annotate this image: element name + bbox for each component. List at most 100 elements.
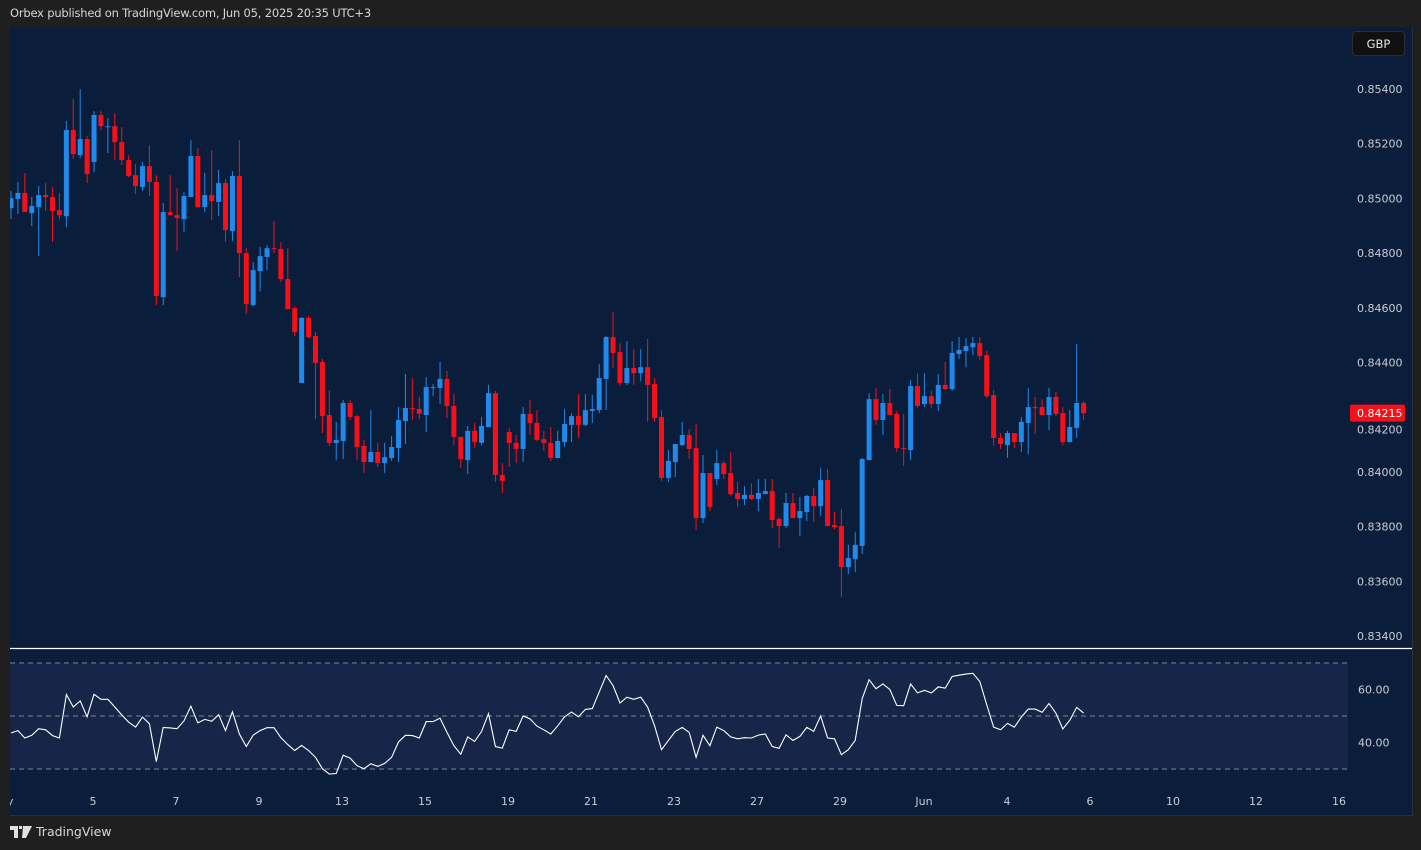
candle-up	[866, 393, 872, 461]
candle-up	[818, 468, 824, 516]
candle-down	[43, 183, 49, 211]
time-tick-label: 29	[833, 795, 847, 808]
candle-up	[402, 373, 408, 445]
candle-body	[811, 495, 817, 507]
candle-down	[610, 311, 616, 368]
candle-down	[223, 178, 229, 242]
candle-up	[555, 430, 561, 458]
candle-up	[679, 421, 685, 446]
candle-down	[167, 175, 173, 216]
candle-body	[742, 494, 748, 499]
candle-down	[831, 512, 837, 530]
candle-down	[928, 390, 934, 408]
candle-body	[382, 457, 388, 464]
candle-body	[873, 399, 879, 420]
candle-down	[472, 422, 478, 449]
time-tick-label: 12	[1249, 795, 1263, 808]
candle-down	[1011, 433, 1017, 449]
candle-down	[70, 99, 76, 160]
candle-down	[873, 387, 879, 425]
price-tick-label: 0.85200	[1357, 138, 1403, 151]
candle-body	[1025, 407, 1031, 423]
candle-down	[1032, 396, 1038, 434]
candle-body	[818, 480, 824, 507]
candle-body	[707, 472, 713, 507]
rsi-pane: 60.00 40.00	[10, 662, 1390, 775]
candle-down	[735, 482, 741, 507]
candle-body	[56, 210, 62, 216]
tradingview-logo-icon	[10, 825, 32, 838]
price-axis[interactable]: 0.85400 0.85200 0.85000 0.84800 0.84600 0.844…	[1357, 83, 1403, 643]
candle-down	[790, 492, 796, 519]
candle-body	[603, 337, 609, 379]
time-tick-label: 15	[418, 795, 432, 808]
candle-up	[160, 203, 166, 306]
candle-body	[257, 256, 263, 272]
candle-body	[658, 416, 664, 478]
candle-up	[582, 393, 588, 426]
candle-body	[942, 384, 948, 390]
candle-body	[105, 126, 111, 128]
candle-body	[146, 166, 152, 182]
time-tick-label: May	[0, 795, 14, 808]
candle-down	[444, 370, 450, 419]
candle-body	[77, 139, 83, 156]
candle-down	[1060, 407, 1066, 446]
candle-down	[361, 439, 367, 473]
candle-body	[174, 215, 180, 219]
candle-up	[382, 442, 388, 473]
candle-body	[984, 355, 990, 397]
candle-down	[769, 479, 775, 528]
candle-body	[776, 518, 782, 527]
candle-up	[797, 497, 803, 537]
price-tick-label: 0.84800	[1357, 247, 1403, 260]
price-tick-label: 0.83800	[1357, 521, 1403, 534]
currency-button[interactable]: GBP	[1352, 31, 1405, 56]
price-tick-label: 0.83600	[1357, 575, 1403, 588]
candle-down	[312, 332, 318, 420]
time-tick-label: 7	[173, 795, 180, 808]
candle-body	[167, 212, 173, 216]
candle-body	[1067, 427, 1073, 443]
candle-body	[728, 472, 734, 495]
candle-body	[188, 156, 194, 198]
candle-up	[755, 479, 761, 512]
candle-up	[852, 532, 858, 573]
candle-body	[887, 402, 893, 416]
candle-down	[811, 488, 817, 522]
candle-body	[229, 175, 235, 232]
candle-down	[278, 242, 284, 283]
candle-body	[894, 413, 900, 449]
candle-body	[153, 181, 159, 297]
time-tick-label: 21	[584, 795, 598, 808]
last-price-marker: 0.84215	[1350, 404, 1405, 422]
candle-up	[908, 380, 914, 461]
candle-down	[748, 483, 754, 501]
candle-body	[555, 440, 561, 458]
candle-down	[887, 389, 893, 416]
candle-body	[354, 416, 360, 448]
candle-body	[665, 460, 671, 478]
candle-up	[188, 140, 194, 198]
candle-body	[292, 308, 298, 333]
candle-up	[1025, 387, 1031, 455]
candle-body	[700, 472, 706, 519]
candle-body	[790, 503, 796, 519]
candle-down	[901, 413, 907, 466]
candle-body	[375, 451, 381, 464]
candle-down	[838, 509, 844, 597]
candle-body	[762, 491, 768, 495]
time-axis[interactable]: May 5 7 9 13 15 19 21 23 27 29 Jun 4 6 10 12 16	[0, 795, 1346, 808]
candle-up	[299, 317, 305, 384]
candle-up	[1074, 344, 1080, 438]
candle-down	[977, 337, 983, 361]
candle-down	[56, 192, 62, 220]
last-price-badge	[1350, 404, 1405, 422]
candle-body	[645, 367, 651, 385]
candle-body	[243, 253, 249, 304]
footer: TradingView	[10, 824, 112, 839]
candle-up	[970, 337, 976, 356]
candle-body	[652, 384, 658, 419]
tradingview-brand[interactable]: TradingView	[36, 824, 112, 839]
